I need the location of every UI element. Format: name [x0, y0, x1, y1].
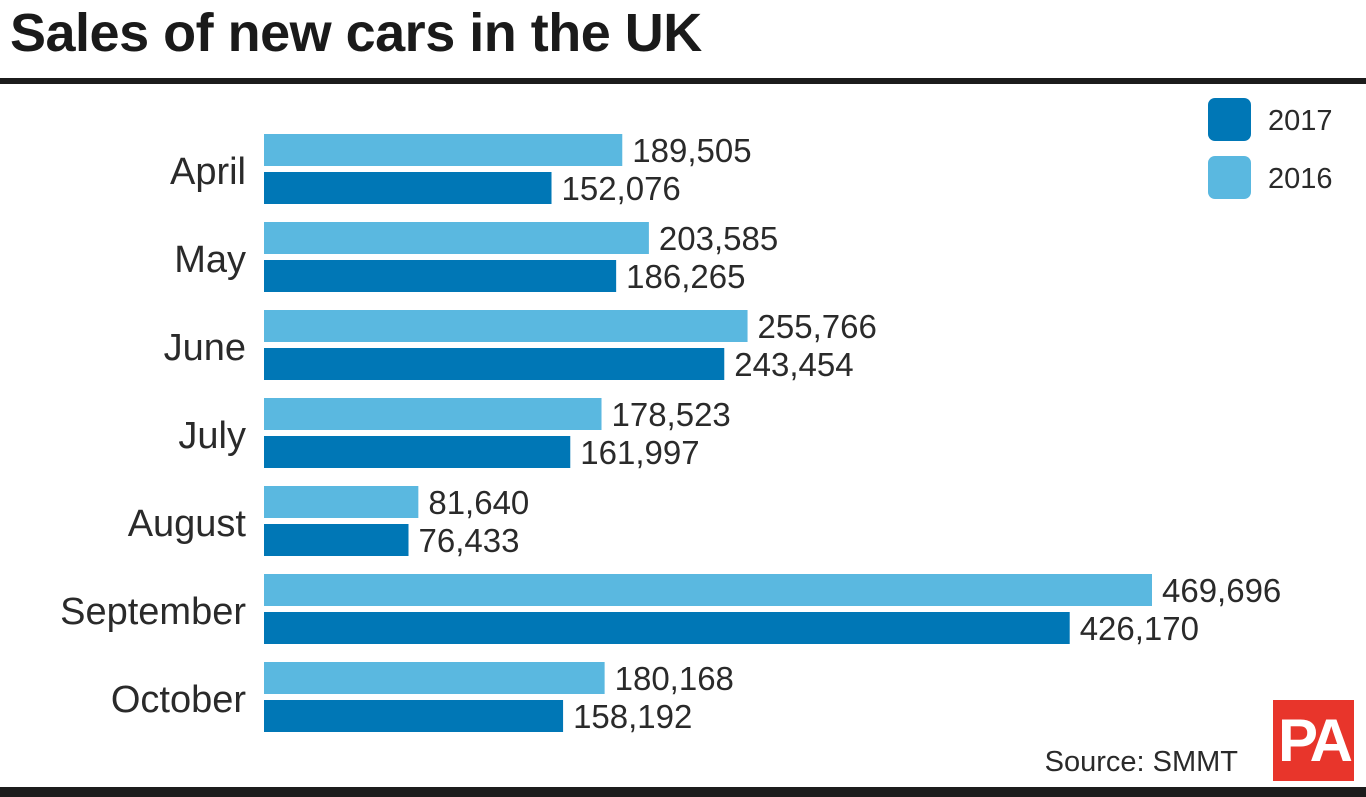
value-label-june-2017: 243,454	[734, 346, 853, 383]
legend-swatch-2016	[1208, 156, 1251, 199]
value-label-july-2017: 161,997	[580, 434, 699, 471]
bar-may-2017	[264, 260, 617, 292]
bar-june-2017	[264, 348, 725, 380]
bar-august-2017	[264, 524, 409, 556]
value-label-august-2016: 81,640	[428, 484, 529, 521]
bar-june-2016	[264, 310, 748, 342]
bar-september-2017	[264, 612, 1070, 644]
source-note: Source: SMMT	[1044, 746, 1238, 778]
category-label-july: July	[178, 415, 246, 457]
value-label-june-2016: 255,766	[758, 308, 877, 345]
value-label-july-2016: 178,523	[612, 396, 731, 433]
bottom-divider	[0, 787, 1366, 797]
bar-october-2016	[264, 662, 605, 694]
legend-swatch-2017	[1208, 98, 1251, 141]
value-label-may-2017: 186,265	[626, 258, 745, 295]
bar-july-2017	[264, 436, 571, 468]
bar-october-2017	[264, 700, 564, 732]
bar-september-2016	[264, 574, 1152, 606]
pa-logo: PA	[1273, 700, 1354, 781]
value-label-april-2017: 152,076	[562, 170, 681, 207]
legend-label-2017: 2017	[1268, 105, 1333, 137]
value-label-may-2016: 203,585	[659, 220, 778, 257]
bar-august-2016	[264, 486, 419, 518]
category-label-october: October	[111, 679, 247, 721]
bar-july-2016	[264, 398, 602, 430]
category-label-september: September	[60, 591, 246, 633]
legend-label-2016: 2016	[1268, 163, 1333, 195]
top-divider	[0, 78, 1366, 84]
category-label-august: August	[128, 503, 247, 545]
value-label-august-2017: 76,433	[419, 522, 520, 559]
value-label-september-2017: 426,170	[1080, 610, 1199, 647]
value-label-october-2017: 158,192	[573, 698, 692, 735]
category-label-june: June	[164, 327, 246, 369]
value-label-october-2016: 180,168	[615, 660, 734, 697]
chart-title: Sales of new cars in the UK	[10, 3, 702, 63]
category-label-may: May	[174, 239, 246, 281]
category-label-april: April	[170, 151, 246, 193]
bar-may-2016	[264, 222, 649, 254]
bar-april-2017	[264, 172, 552, 204]
value-label-april-2016: 189,505	[632, 132, 751, 169]
value-label-september-2016: 469,696	[1162, 572, 1281, 609]
bar-april-2016	[264, 134, 623, 166]
